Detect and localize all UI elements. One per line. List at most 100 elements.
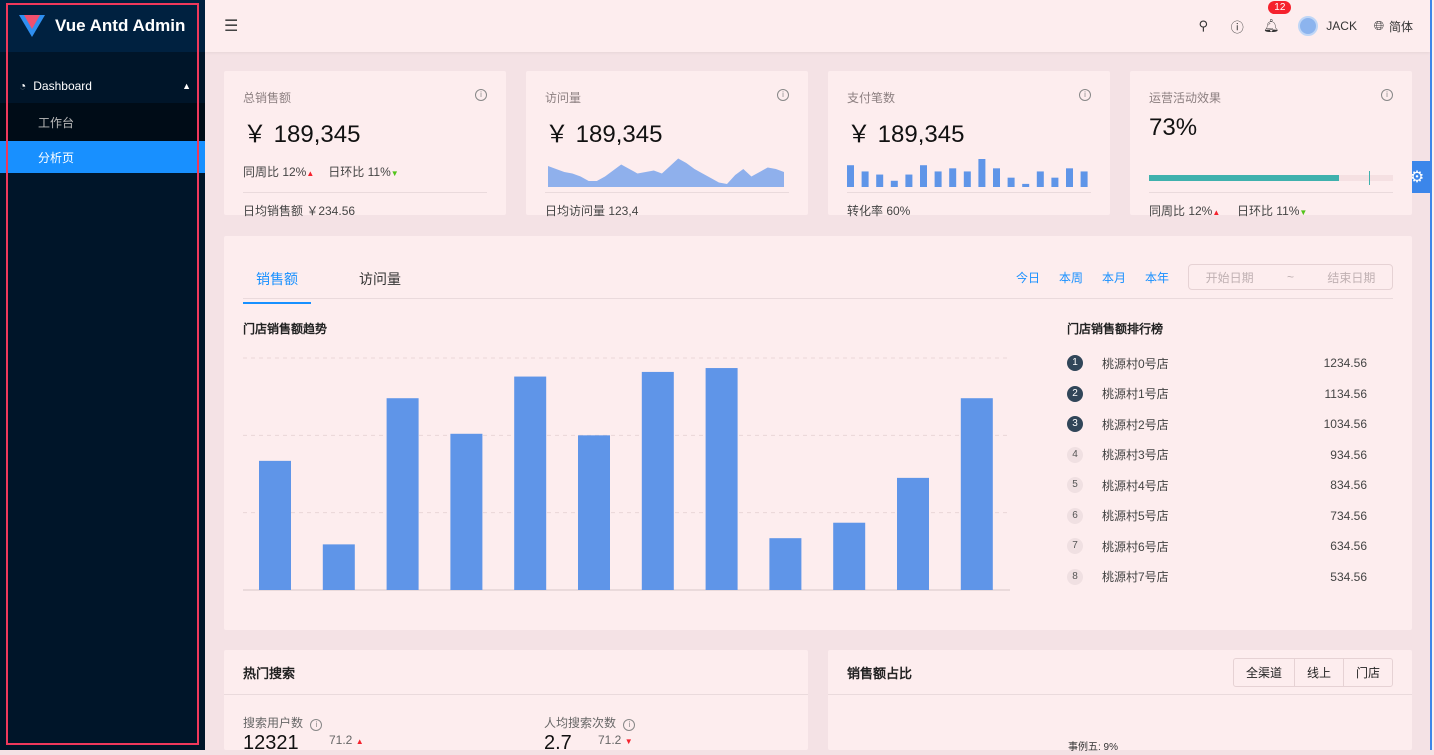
range-week[interactable]: 本周 bbox=[1058, 271, 1083, 285]
bell-icon[interactable]: 🔔︎ 12 bbox=[1254, 1, 1292, 34]
store-value: 1134.56 bbox=[1324, 386, 1368, 401]
language-selector[interactable]: 简体 bbox=[1388, 19, 1413, 34]
stat-title: 总销售额 bbox=[243, 91, 292, 105]
mini-bar bbox=[1066, 168, 1073, 187]
store-name: 桃源村1号店 bbox=[1102, 387, 1169, 401]
tab-sales[interactable]: 销售额 bbox=[243, 269, 311, 304]
bar[interactable] bbox=[960, 398, 993, 590]
stat-footer: 转化率 60% bbox=[847, 192, 1091, 219]
rank-number: 4 bbox=[1067, 446, 1083, 463]
tab-visits[interactable]: 访问量 bbox=[359, 271, 401, 287]
store-value: 1034.56 bbox=[1323, 417, 1367, 431]
stat-footer: 日均销售额 ￥234.56 bbox=[243, 192, 487, 219]
bar[interactable] bbox=[833, 522, 866, 590]
end-date-input[interactable]: 结束日期 bbox=[1327, 270, 1376, 285]
mini-bar bbox=[1051, 177, 1059, 187]
mini-bar bbox=[861, 171, 869, 187]
avatar[interactable] bbox=[1298, 16, 1319, 36]
info-icon[interactable]: i bbox=[777, 89, 789, 101]
ranking-item: 7 桃源村6号店 634.56 bbox=[1067, 536, 1367, 556]
bar[interactable] bbox=[769, 538, 802, 590]
sales-share-title: 销售额占比 bbox=[847, 665, 913, 681]
range-today[interactable]: 今日 bbox=[1015, 271, 1040, 285]
bar[interactable] bbox=[386, 398, 419, 590]
mini-bar bbox=[978, 159, 986, 187]
caret-up-icon: ▲ bbox=[306, 168, 315, 178]
info-icon[interactable]: i bbox=[623, 719, 636, 731]
sidebar: Vue Antd Admin ◔ Dashboard ▲ 工作台 分析页 bbox=[0, 0, 205, 750]
channel-selector: 全渠道 线上 门店 bbox=[1232, 657, 1393, 687]
stat-value: ￥ 189,345 bbox=[847, 121, 965, 148]
mini-bar bbox=[963, 171, 971, 187]
bar[interactable] bbox=[450, 433, 483, 590]
info-icon[interactable]: i bbox=[1381, 89, 1393, 101]
week-compare: 同周比 12% bbox=[1149, 204, 1213, 218]
progress-fill bbox=[1149, 175, 1340, 181]
username[interactable]: JACK bbox=[1326, 19, 1357, 33]
store-name: 桃源村4号店 bbox=[1102, 478, 1169, 493]
pie-label: 事例五: 9% bbox=[1068, 742, 1119, 753]
info-icon[interactable]: i bbox=[475, 89, 487, 101]
menu-fold-icon[interactable]: ☰ bbox=[224, 18, 239, 35]
mini-bar bbox=[890, 180, 898, 187]
stat-footer: 日均访问量 123,4 bbox=[545, 192, 789, 219]
chevron-up-icon: ▲ bbox=[182, 81, 191, 91]
store-value: 1234.56 bbox=[1323, 356, 1367, 370]
dashboard-icon: ◔ bbox=[19, 79, 27, 93]
range-year[interactable]: 本年 bbox=[1144, 271, 1169, 285]
bar[interactable] bbox=[322, 544, 355, 590]
menu-item-analysis[interactable]: 分析页 bbox=[0, 141, 205, 173]
vue-logo-icon bbox=[19, 15, 45, 37]
rank-number: 2 bbox=[1067, 385, 1083, 402]
menu-dashboard[interactable]: ◔ Dashboard ▲ bbox=[0, 69, 205, 103]
info-icon[interactable]: i bbox=[310, 719, 323, 731]
store-name: 桃源村0号店 bbox=[1102, 356, 1169, 371]
bar[interactable] bbox=[705, 368, 738, 590]
scrollbar[interactable] bbox=[1430, 0, 1434, 750]
globe-icon[interactable]: 🌐︎ bbox=[1373, 18, 1385, 33]
help-icon[interactable]: ⓘ bbox=[1230, 19, 1244, 35]
option-online[interactable]: 线上 bbox=[1293, 658, 1343, 686]
mini-bar bbox=[1007, 177, 1015, 187]
bar[interactable] bbox=[641, 371, 674, 590]
chart-title: 门店销售额趋势 bbox=[243, 322, 328, 336]
logo[interactable]: Vue Antd Admin bbox=[0, 0, 205, 52]
ranking-item: 4 桃源村3号店 934.56 bbox=[1067, 445, 1367, 465]
bar[interactable] bbox=[578, 435, 610, 590]
mini-bar bbox=[920, 165, 927, 187]
app-title: Vue Antd Admin bbox=[55, 16, 186, 35]
store-value: 734.56 bbox=[1330, 508, 1367, 523]
rank-number: 7 bbox=[1067, 538, 1083, 554]
store-name: 桃源村7号店 bbox=[1102, 570, 1169, 584]
bar[interactable] bbox=[897, 477, 929, 590]
stat-card-visits: 访问量 i ￥ 189,345 日均访问量 123,4 bbox=[526, 71, 808, 218]
store-name: 桃源村5号店 bbox=[1102, 509, 1169, 523]
ranking-item: 2 桃源村1号店 1134.56 bbox=[1067, 384, 1367, 404]
menu-dashboard-label: Dashboard bbox=[33, 79, 92, 93]
bar[interactable] bbox=[259, 460, 291, 590]
ranking-item: 8 桃源村7号店 534.56 bbox=[1067, 567, 1367, 587]
menu-item-workbench[interactable]: 工作台 bbox=[38, 115, 75, 130]
mini-bar bbox=[876, 174, 884, 187]
mini-bar bbox=[1022, 183, 1030, 187]
day-compare: 日环比 11% bbox=[1236, 204, 1300, 218]
bar[interactable] bbox=[514, 376, 547, 590]
option-store[interactable]: 门店 bbox=[1342, 658, 1392, 686]
visits-area bbox=[548, 158, 784, 187]
range-month[interactable]: 本月 bbox=[1101, 271, 1126, 285]
hot-search-card: 热门搜索 搜索用户数 i 12321 71.2 ▲ 人均搜索次数 i 2.7 7… bbox=[224, 650, 808, 754]
rank-number: 5 bbox=[1067, 477, 1083, 493]
info-icon[interactable]: i bbox=[1079, 89, 1091, 101]
metric-value: 12321 bbox=[243, 732, 299, 754]
date-range-picker[interactable]: 开始日期 ~ 结束日期 bbox=[1188, 264, 1393, 290]
store-name: 桃源村2号店 bbox=[1102, 417, 1169, 432]
week-compare: 同周比 12% bbox=[243, 164, 307, 179]
search-icon[interactable]: ⚲ bbox=[1198, 18, 1209, 33]
caret-down-icon: ▼ bbox=[1299, 208, 1308, 217]
sales-share-card: 销售额占比 全渠道 线上 门店 事例五: 9% bbox=[828, 650, 1412, 753]
store-value: 934.56 bbox=[1330, 447, 1367, 462]
ranking-item: 6 桃源村5号店 734.56 bbox=[1067, 506, 1367, 526]
start-date-input[interactable]: 开始日期 bbox=[1205, 270, 1254, 285]
metric-change: 71.2 bbox=[598, 733, 622, 747]
option-all[interactable]: 全渠道 bbox=[1245, 665, 1282, 680]
